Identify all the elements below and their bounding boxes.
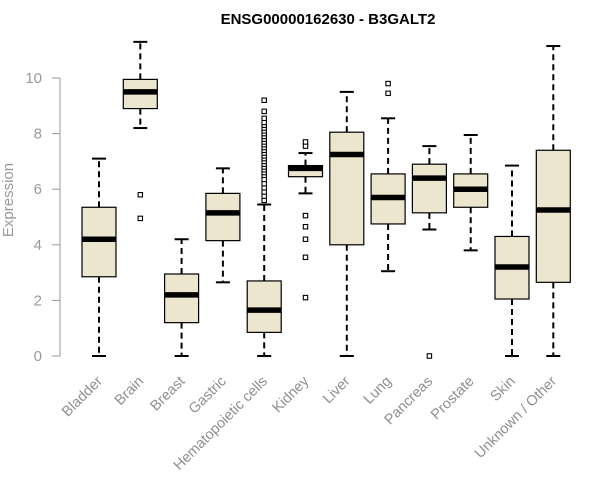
outlier-point <box>302 212 309 219</box>
iqr-box <box>535 149 571 283</box>
y-tick-label: 4 <box>34 237 42 254</box>
iqr-box <box>164 273 200 324</box>
category-label: Kidney <box>270 373 313 416</box>
y-tick-label: 0 <box>34 348 42 365</box>
box-group <box>535 45 571 357</box>
category-label: Breast <box>147 374 188 415</box>
box-group <box>287 139 324 301</box>
chart-title: ENSG00000162630 - B3GALT2 <box>221 11 436 28</box>
outlier-point <box>137 192 144 198</box>
y-tick-label: 10 <box>25 70 42 87</box>
box-group <box>494 164 530 357</box>
outlier-point <box>426 353 433 359</box>
outlier-point <box>302 223 309 230</box>
outlier-point <box>302 294 309 301</box>
box-group <box>370 80 406 273</box>
box-group <box>205 167 241 284</box>
outlier-point <box>302 254 309 261</box>
category-label: Brain <box>112 374 147 409</box>
category-label: Lung <box>361 374 395 408</box>
category-label: Bladder <box>59 373 106 420</box>
y-tick-label: 8 <box>34 126 42 143</box>
outlier-point <box>385 80 391 87</box>
outlier-point <box>302 139 309 145</box>
axes-layer: 0 2 4 6 8 10 <box>25 70 61 365</box>
outlier-point <box>302 236 309 242</box>
boxes-layer <box>81 40 571 359</box>
box-group <box>329 90 365 357</box>
category-label: Prostate <box>428 374 477 423</box>
box-group <box>164 238 200 357</box>
y-axis-label: Expression <box>0 163 17 237</box>
iqr-box <box>329 131 365 246</box>
iqr-box <box>81 206 117 278</box>
y-tick-label: 6 <box>34 181 42 198</box>
box-group <box>453 133 489 252</box>
outlier-point <box>385 90 391 97</box>
iqr-box <box>411 163 447 214</box>
box-group <box>81 157 117 357</box>
outlier-point <box>261 97 267 103</box>
iqr-box <box>287 164 324 178</box>
category-label: Liver <box>320 373 354 407</box>
category-label: Skin <box>488 374 519 405</box>
box-group <box>246 97 282 357</box>
box-group <box>122 40 158 222</box>
box-group <box>411 145 447 359</box>
outlier-point <box>261 115 267 122</box>
outlier-point <box>261 108 267 115</box>
y-tick-label: 2 <box>34 292 42 309</box>
iqr-box <box>246 280 282 333</box>
outlier-point <box>137 215 144 222</box>
iqr-box <box>205 192 241 242</box>
